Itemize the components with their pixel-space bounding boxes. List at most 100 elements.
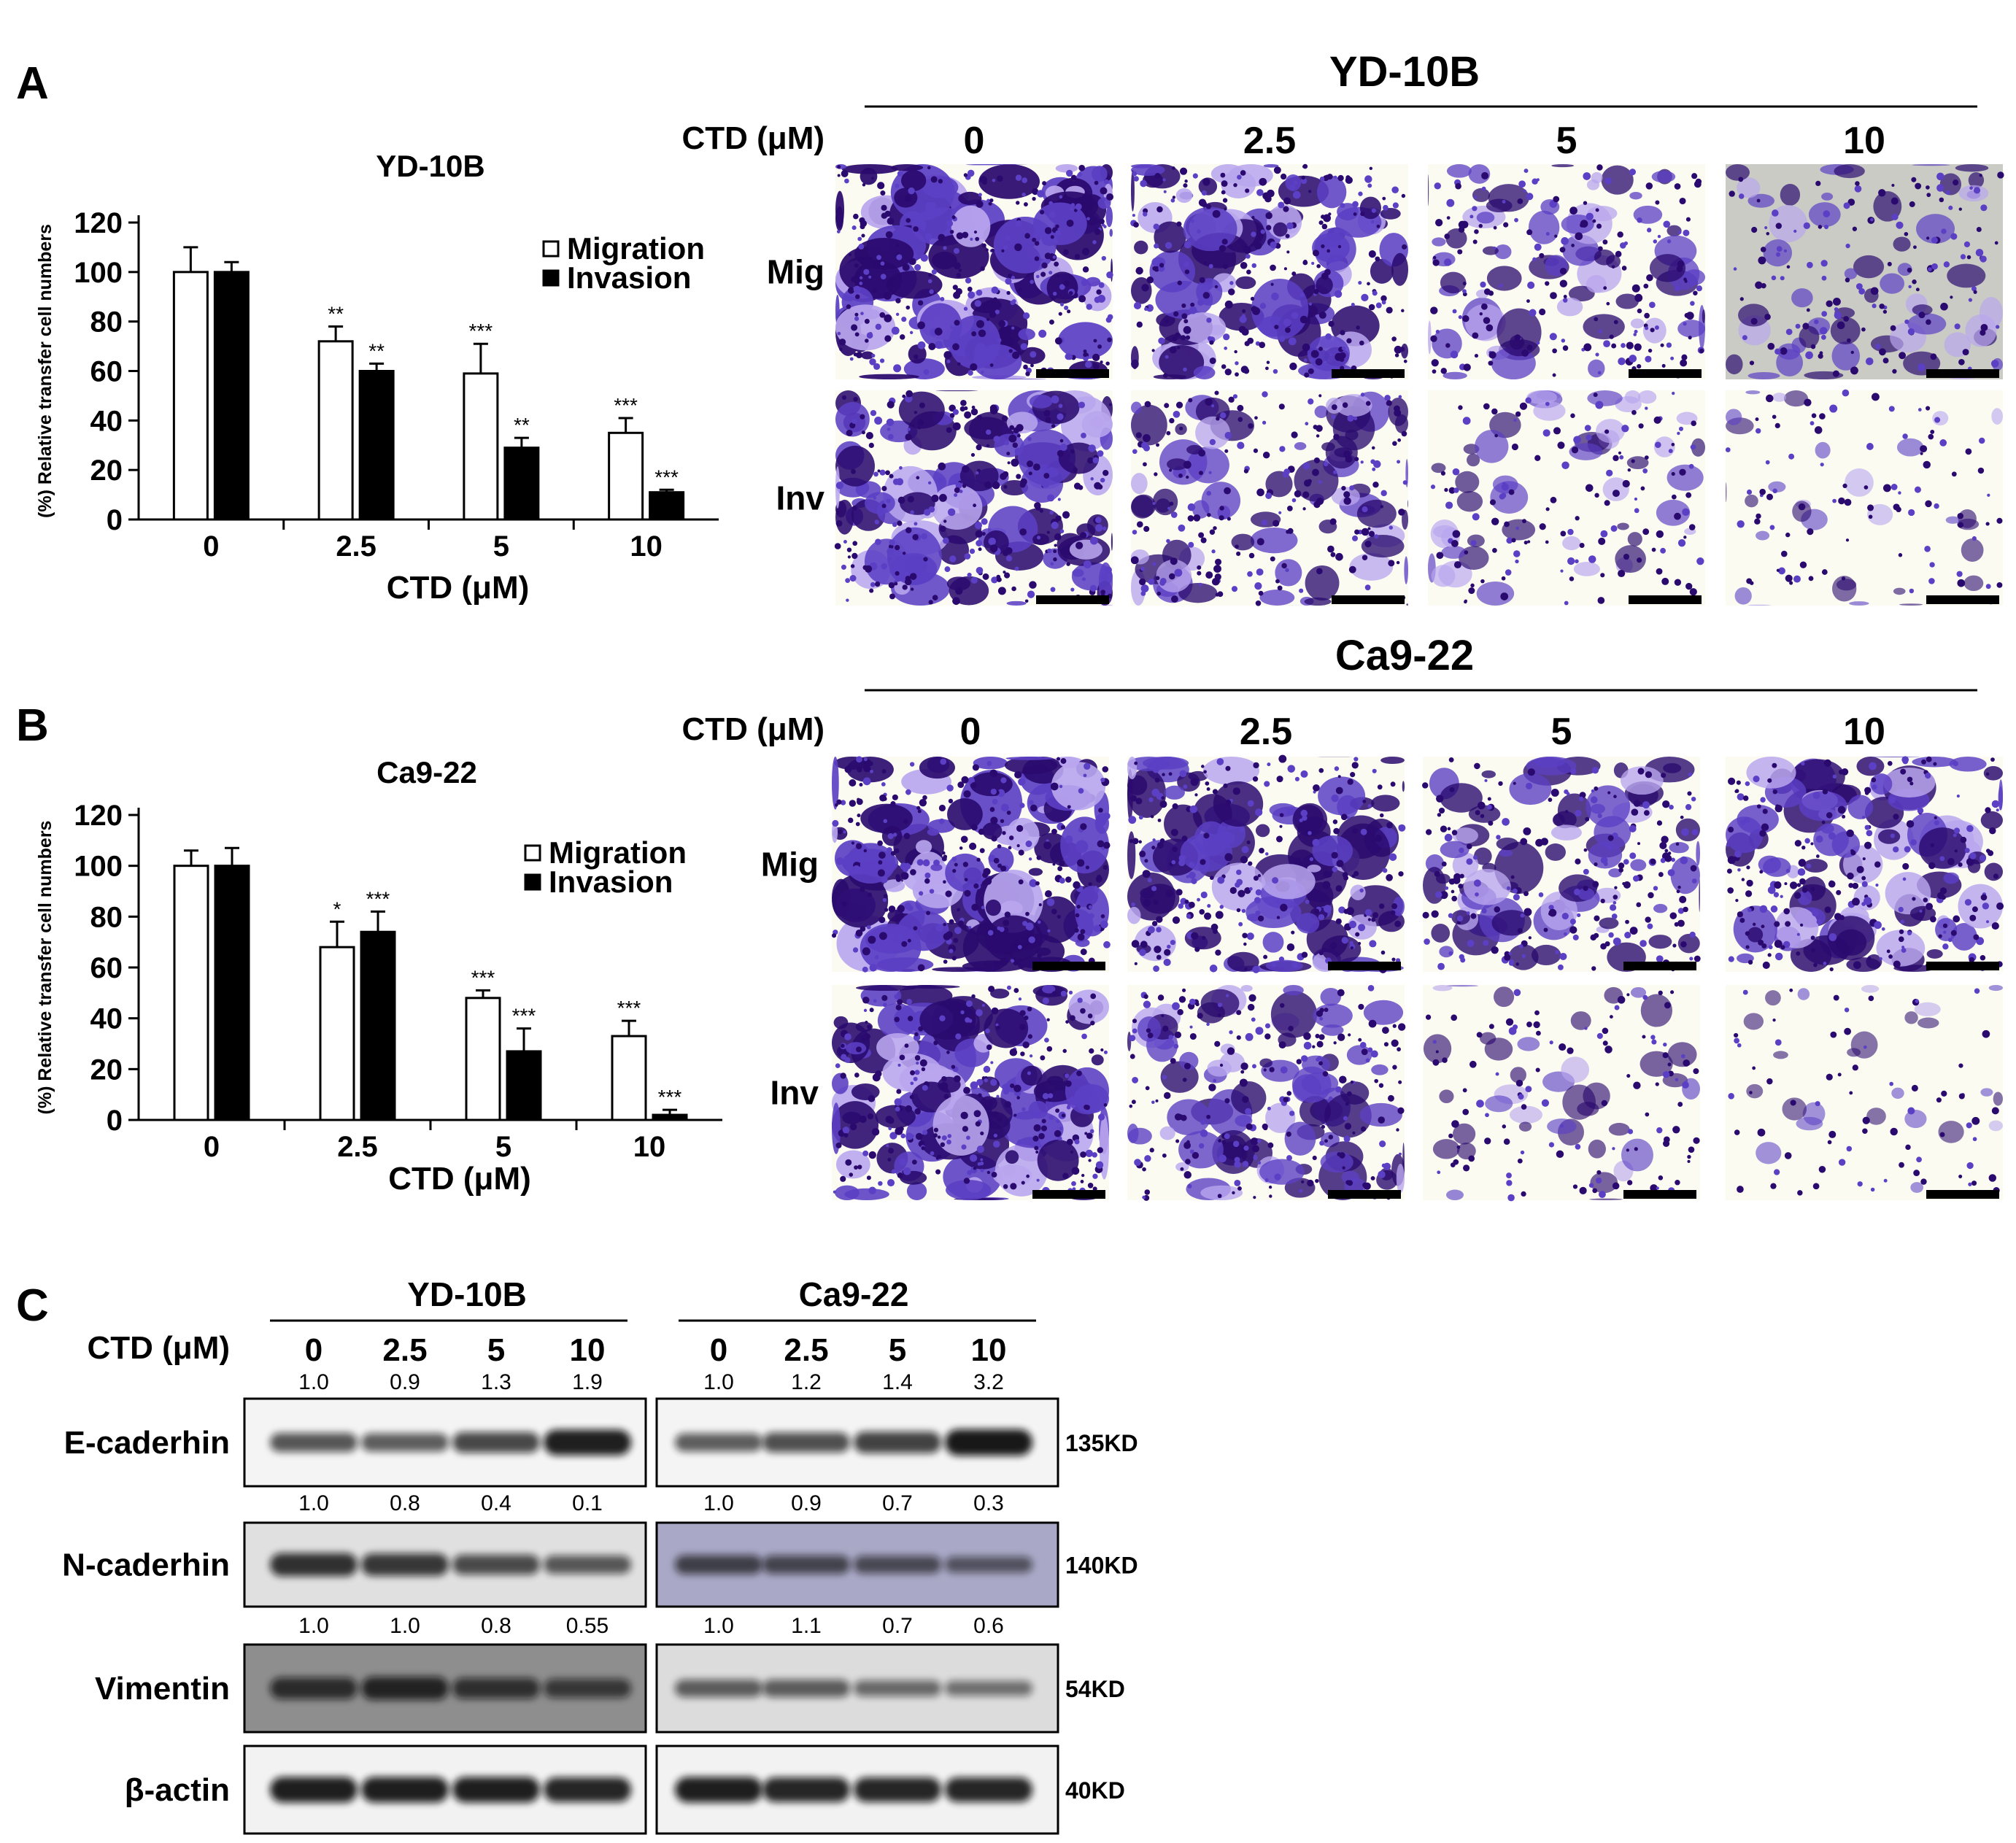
cell <box>1847 872 1854 880</box>
cell <box>1596 1170 1602 1175</box>
cell <box>962 484 967 488</box>
cell <box>1480 814 1485 819</box>
cell <box>905 576 911 582</box>
cell <box>1725 447 1731 452</box>
cell <box>1372 446 1375 450</box>
cell <box>1677 885 1681 889</box>
cell <box>1583 885 1588 892</box>
cell <box>1330 414 1336 420</box>
x-tick-label: 5 <box>493 530 509 563</box>
cell <box>1004 1101 1011 1108</box>
cell <box>1535 838 1543 847</box>
cell <box>1035 881 1040 886</box>
cell <box>865 1020 868 1024</box>
cell-cluster <box>1380 208 1401 220</box>
cell-cluster <box>1569 443 1603 460</box>
cell-cluster <box>1285 174 1302 191</box>
cell <box>1440 825 1448 832</box>
cell <box>1189 998 1196 1005</box>
cell <box>902 263 910 271</box>
cell <box>886 418 895 427</box>
cell <box>1841 768 1849 776</box>
cell <box>1278 511 1282 514</box>
cell <box>1019 803 1025 808</box>
cell <box>1472 239 1478 244</box>
cell <box>1951 471 1957 477</box>
cell-cluster <box>1844 268 1858 279</box>
cell <box>1518 1094 1524 1100</box>
cell <box>1075 913 1080 918</box>
cell <box>1334 290 1343 298</box>
densitometry-value: 1.3 <box>481 1370 511 1394</box>
cell <box>1996 902 2004 910</box>
cell-cluster <box>1832 576 1857 602</box>
cell <box>1893 846 1899 853</box>
cell <box>1055 1108 1060 1113</box>
cell <box>1285 233 1290 239</box>
x-axis-label: CTD (μM) <box>388 1161 531 1197</box>
cell <box>1165 242 1173 250</box>
cell <box>989 544 998 552</box>
cell <box>1084 360 1092 368</box>
cell <box>1209 340 1214 345</box>
cell <box>1887 761 1893 766</box>
cell <box>1653 416 1661 424</box>
cell <box>1930 429 1935 434</box>
densitometry-value: 1.1 <box>791 1614 822 1638</box>
cell <box>1610 525 1618 532</box>
cell <box>947 1134 952 1138</box>
densitometry-value: 0.9 <box>390 1370 420 1394</box>
cell-cluster <box>1630 859 1647 871</box>
cell <box>1221 364 1227 369</box>
cell <box>966 1135 970 1140</box>
cell <box>1278 1041 1286 1049</box>
cell <box>1394 345 1402 354</box>
cell <box>1276 916 1281 919</box>
cell <box>1333 827 1340 835</box>
cell <box>1311 261 1315 266</box>
cell <box>1556 1150 1564 1159</box>
cell <box>1100 1048 1104 1052</box>
cell <box>1671 857 1675 862</box>
cell <box>1667 869 1675 876</box>
cell <box>1939 439 1947 447</box>
cell-cluster <box>1594 249 1615 266</box>
cell <box>1744 816 1750 823</box>
cell <box>1556 428 1561 433</box>
cell <box>1452 468 1460 476</box>
cell <box>1513 418 1517 422</box>
cell <box>878 860 883 865</box>
cell <box>1264 852 1269 856</box>
cell <box>1571 244 1575 247</box>
cell <box>1348 920 1357 929</box>
cell-cluster <box>832 1102 841 1154</box>
cell <box>1302 815 1308 821</box>
cell-cluster <box>1251 278 1309 340</box>
cell <box>1938 934 1942 938</box>
cell <box>1144 307 1148 312</box>
cell-cluster <box>1394 414 1408 433</box>
cell <box>1583 172 1591 180</box>
cell <box>1985 584 1991 590</box>
cell-cluster <box>1091 1054 1104 1066</box>
cell <box>1870 287 1879 295</box>
cell <box>1360 828 1367 835</box>
cell <box>1680 815 1684 819</box>
cell <box>1494 906 1501 913</box>
cell <box>1337 174 1344 182</box>
cell-cluster <box>1402 781 1405 792</box>
cell <box>1391 1039 1399 1047</box>
cell <box>866 924 871 930</box>
cell <box>955 1033 962 1040</box>
cell <box>1500 492 1507 498</box>
cell <box>1626 1073 1631 1078</box>
cell <box>1764 314 1771 320</box>
cell-cluster <box>1743 1013 1764 1030</box>
cell <box>1235 882 1240 888</box>
cell <box>1842 814 1846 819</box>
cell <box>1332 819 1338 824</box>
cell <box>975 530 983 538</box>
cell <box>1969 914 1977 921</box>
cell <box>1325 333 1332 340</box>
cell <box>889 932 895 938</box>
